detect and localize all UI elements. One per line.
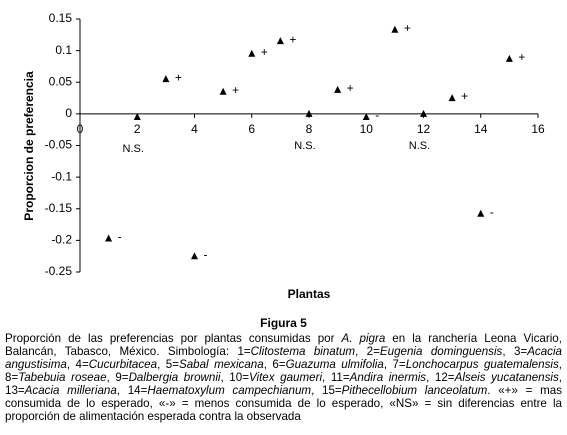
caption-text: Vitex gaumeri	[248, 371, 323, 384]
x-tick-label: 10	[360, 122, 374, 136]
y-tick-label: -0.05	[45, 138, 73, 152]
caption-text: Eugenia dominguensis	[379, 345, 503, 358]
y-tick-label: -0.1	[51, 169, 72, 183]
caption-text: Haematoxylum campechianum	[147, 384, 312, 397]
caption-text: , 2=	[355, 345, 380, 358]
caption-text: Cucurbitacea	[88, 358, 158, 371]
point-label: +	[347, 81, 354, 95]
x-tick-label: 8	[306, 122, 313, 136]
caption-text: Sabal mexicana	[178, 358, 264, 371]
point	[105, 234, 113, 242]
caption: Proporción de las preferencias por plant…	[0, 332, 567, 423]
caption-text: Andira inermis	[349, 371, 427, 384]
y-tick-label: 0.1	[55, 43, 72, 57]
caption-text: Proporción de las preferencias por plant…	[5, 332, 342, 345]
caption-text: Dalbergia brownii	[128, 371, 221, 384]
caption-text: , 12=	[426, 371, 455, 384]
point	[219, 87, 227, 95]
ns-label: N.S.	[123, 143, 144, 155]
caption-text: . «+» = mas consumida de lo esperado, «-…	[5, 384, 562, 423]
ns-label: N.S.	[409, 140, 430, 152]
caption-text: Lonchocarpus guatemalensis	[405, 358, 559, 371]
point-label: +	[232, 83, 239, 97]
chart: Plantas Proporcion de preferencia 0.15 0.…	[22, 11, 545, 301]
caption-text: Acacia milleriana	[24, 384, 117, 397]
point-label: -	[204, 247, 208, 261]
point	[334, 85, 342, 93]
caption-text: , 14=	[116, 384, 148, 397]
caption-text: en la ranchería Leona Vicario, Balancán,…	[5, 332, 562, 358]
point	[162, 75, 170, 83]
caption-text: , 5=	[157, 358, 179, 371]
caption-text: , 4=	[66, 358, 89, 371]
point-label: -	[118, 230, 122, 244]
y-tick-label: 0.15	[49, 11, 73, 25]
x-tick-label: 12	[417, 122, 431, 136]
point-label: +	[461, 89, 468, 103]
caption-text: , 9=	[106, 371, 129, 384]
y-tick-label: -0.2	[51, 233, 72, 247]
caption-text: , 7=	[383, 358, 406, 371]
caption-text: Clitostema binatum	[250, 345, 356, 358]
x-tick-label: 4	[191, 122, 198, 136]
x-tick-label: 14	[474, 122, 488, 136]
x-axis-label: Plantas	[288, 287, 331, 301]
caption-text: Guazuma ulmifolia	[285, 358, 384, 371]
point	[420, 109, 427, 117]
caption-text: , 15=	[311, 384, 342, 397]
point	[448, 94, 456, 102]
point	[276, 37, 284, 45]
y-tick-label: 0.05	[49, 74, 73, 88]
x-tick-label: 2	[134, 122, 141, 136]
caption-text: Pithecellobium lanceolatum	[341, 384, 488, 397]
point-label: +	[289, 32, 296, 46]
point	[133, 113, 141, 121]
point	[362, 113, 370, 121]
caption-text: , 6=	[263, 358, 286, 371]
ns-label: N.S.	[294, 140, 315, 152]
point-label: +	[175, 70, 182, 84]
point	[391, 25, 399, 33]
caption-text: , 10=	[220, 371, 249, 384]
y-tick-label: 0	[65, 106, 72, 120]
caption-text: , 11=	[322, 371, 350, 384]
x-tick-label: 0	[77, 122, 84, 136]
point	[191, 252, 198, 260]
y-tick-label: -0.25	[45, 264, 73, 278]
caption-text: Alseis yucatanensis	[454, 371, 559, 384]
caption-text: Tabebuia roseae	[18, 371, 107, 384]
caption-text: , 13=	[5, 371, 563, 397]
x-tick-label: 16	[531, 122, 545, 136]
y-axis-label: Proporcion de preferencia	[22, 71, 36, 221]
point-label: +	[404, 21, 411, 35]
caption-text: , 3=	[502, 345, 528, 358]
caption-text: A. pigra	[341, 332, 386, 345]
point	[477, 209, 485, 217]
point-label: +	[261, 45, 268, 59]
y-tick-label: -0.15	[45, 201, 73, 215]
point-label: +	[518, 50, 525, 64]
point-label: -	[375, 108, 379, 122]
caption-text: Acacia angustisima	[5, 345, 562, 371]
point	[505, 54, 513, 62]
x-tick-label: 6	[248, 122, 255, 136]
point	[248, 49, 256, 57]
caption-title: Figura 5	[260, 316, 307, 330]
point-label: -	[490, 205, 494, 219]
point	[305, 109, 313, 117]
caption-text: , 8=	[5, 358, 562, 384]
